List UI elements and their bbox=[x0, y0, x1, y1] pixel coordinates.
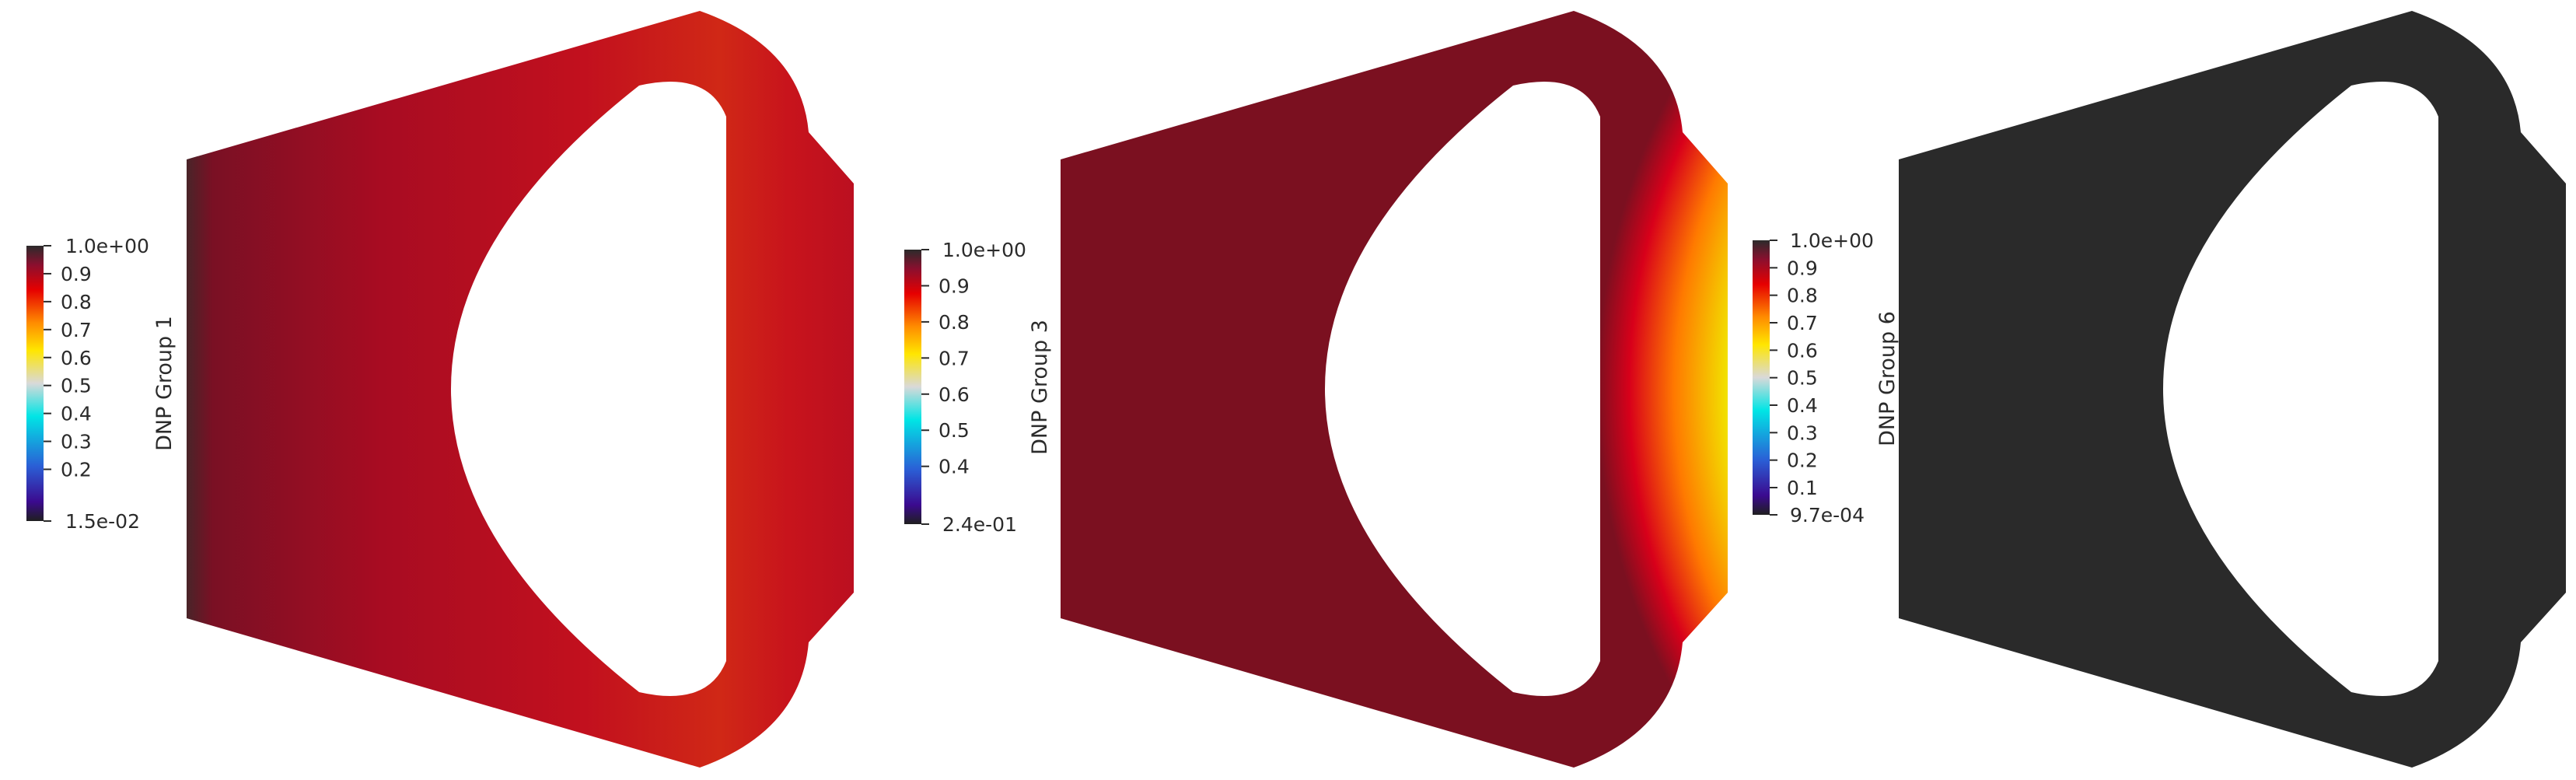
colorbar-tick-label: 0.4 bbox=[1787, 394, 1818, 417]
colorbar-tick-label: 0.3 bbox=[1787, 421, 1818, 444]
colorbar-tick-label: 0.6 bbox=[1787, 339, 1818, 362]
field-plot-group-3: 1.0e+00 2.4e-01 0.9 0.8 0.7 0.6 0.5 0.4 DNP G… bbox=[904, 11, 1728, 768]
panel-dnp-group-3: 1.0e+00 2.4e-01 0.9 0.8 0.7 0.6 0.5 0.4 DNP G… bbox=[904, 11, 1728, 768]
colorbar-tick-label: 0.8 bbox=[1787, 285, 1818, 307]
colorbar-max-label: 1.0e+00 bbox=[942, 239, 1026, 261]
colorbar-group-6 bbox=[1753, 240, 1770, 515]
field-plot-group-1: 1.0e+00 1.5e-02 0.9 0.8 0.7 0.6 0.5 0.4 0.3 0.2… bbox=[26, 11, 854, 768]
colorbar-tick-label: 0.5 bbox=[938, 419, 970, 442]
panel-dnp-group-1: 1.0e+00 1.5e-02 0.9 0.8 0.7 0.6 0.5 0.4 0.3 0.2… bbox=[0, 0, 858, 780]
colorbar-ticks-group-1: 0.9 0.8 0.7 0.6 0.5 0.4 0.3 0.2 bbox=[44, 245, 92, 522]
colorbar-tick-label: 0.9 bbox=[61, 263, 92, 285]
colorbar-min-label: 9.7e-04 bbox=[1790, 504, 1865, 526]
colorbar-tick-label: 0.9 bbox=[938, 275, 970, 297]
colorbar-tick-label: 0.2 bbox=[61, 459, 92, 481]
colorbar-max-label: 1.0e+00 bbox=[1790, 229, 1874, 252]
colorbar-tick-label: 0.9 bbox=[1787, 257, 1818, 279]
colorbar-tick-label: 0.2 bbox=[1787, 449, 1818, 472]
colorbar-tick-label: 0.7 bbox=[938, 347, 970, 369]
colorbar-tick-label: 0.5 bbox=[1787, 367, 1818, 390]
colorbar-max-label: 1.0e+00 bbox=[65, 235, 149, 257]
colorbar-tick-label: 0.7 bbox=[61, 319, 92, 341]
colorbar-min-label: 2.4e-01 bbox=[942, 513, 1017, 536]
geometry-field-group-6 bbox=[1899, 11, 2566, 768]
colorbar-group-3 bbox=[904, 250, 921, 524]
colorbar-tick-label: 0.3 bbox=[61, 431, 92, 453]
colorbar-tick-label: 0.6 bbox=[938, 383, 970, 406]
colorbar-tick-label: 0.1 bbox=[1787, 477, 1818, 499]
colorbar-tick-label: 0.8 bbox=[61, 291, 92, 313]
colorbar-min-label: 1.5e-02 bbox=[65, 510, 140, 533]
colorbar-tick-label: 0.7 bbox=[1787, 312, 1818, 334]
colorbar-ticks-group-6: 0.9 0.8 0.7 0.6 0.5 0.4 0.3 0.2 0.1 bbox=[1770, 240, 1818, 516]
colorbar-tick-label: 0.4 bbox=[61, 403, 92, 425]
colorbar-title-group-6: DNP Group 6 bbox=[1875, 311, 1900, 446]
colorbar-group-1 bbox=[26, 246, 44, 521]
colorbar-title-group-3: DNP Group 3 bbox=[1028, 320, 1052, 455]
colorbar-title-group-1: DNP Group 1 bbox=[152, 316, 177, 451]
colorbar-tick-label: 0.6 bbox=[61, 347, 92, 369]
colorbar-ticks-group-3: 0.9 0.8 0.7 0.6 0.5 0.4 bbox=[921, 249, 970, 525]
colorbar-tick-label: 0.8 bbox=[938, 311, 970, 334]
colorbar-tick-label: 0.4 bbox=[938, 456, 970, 478]
colorbar-tick-label: 0.5 bbox=[61, 375, 92, 397]
